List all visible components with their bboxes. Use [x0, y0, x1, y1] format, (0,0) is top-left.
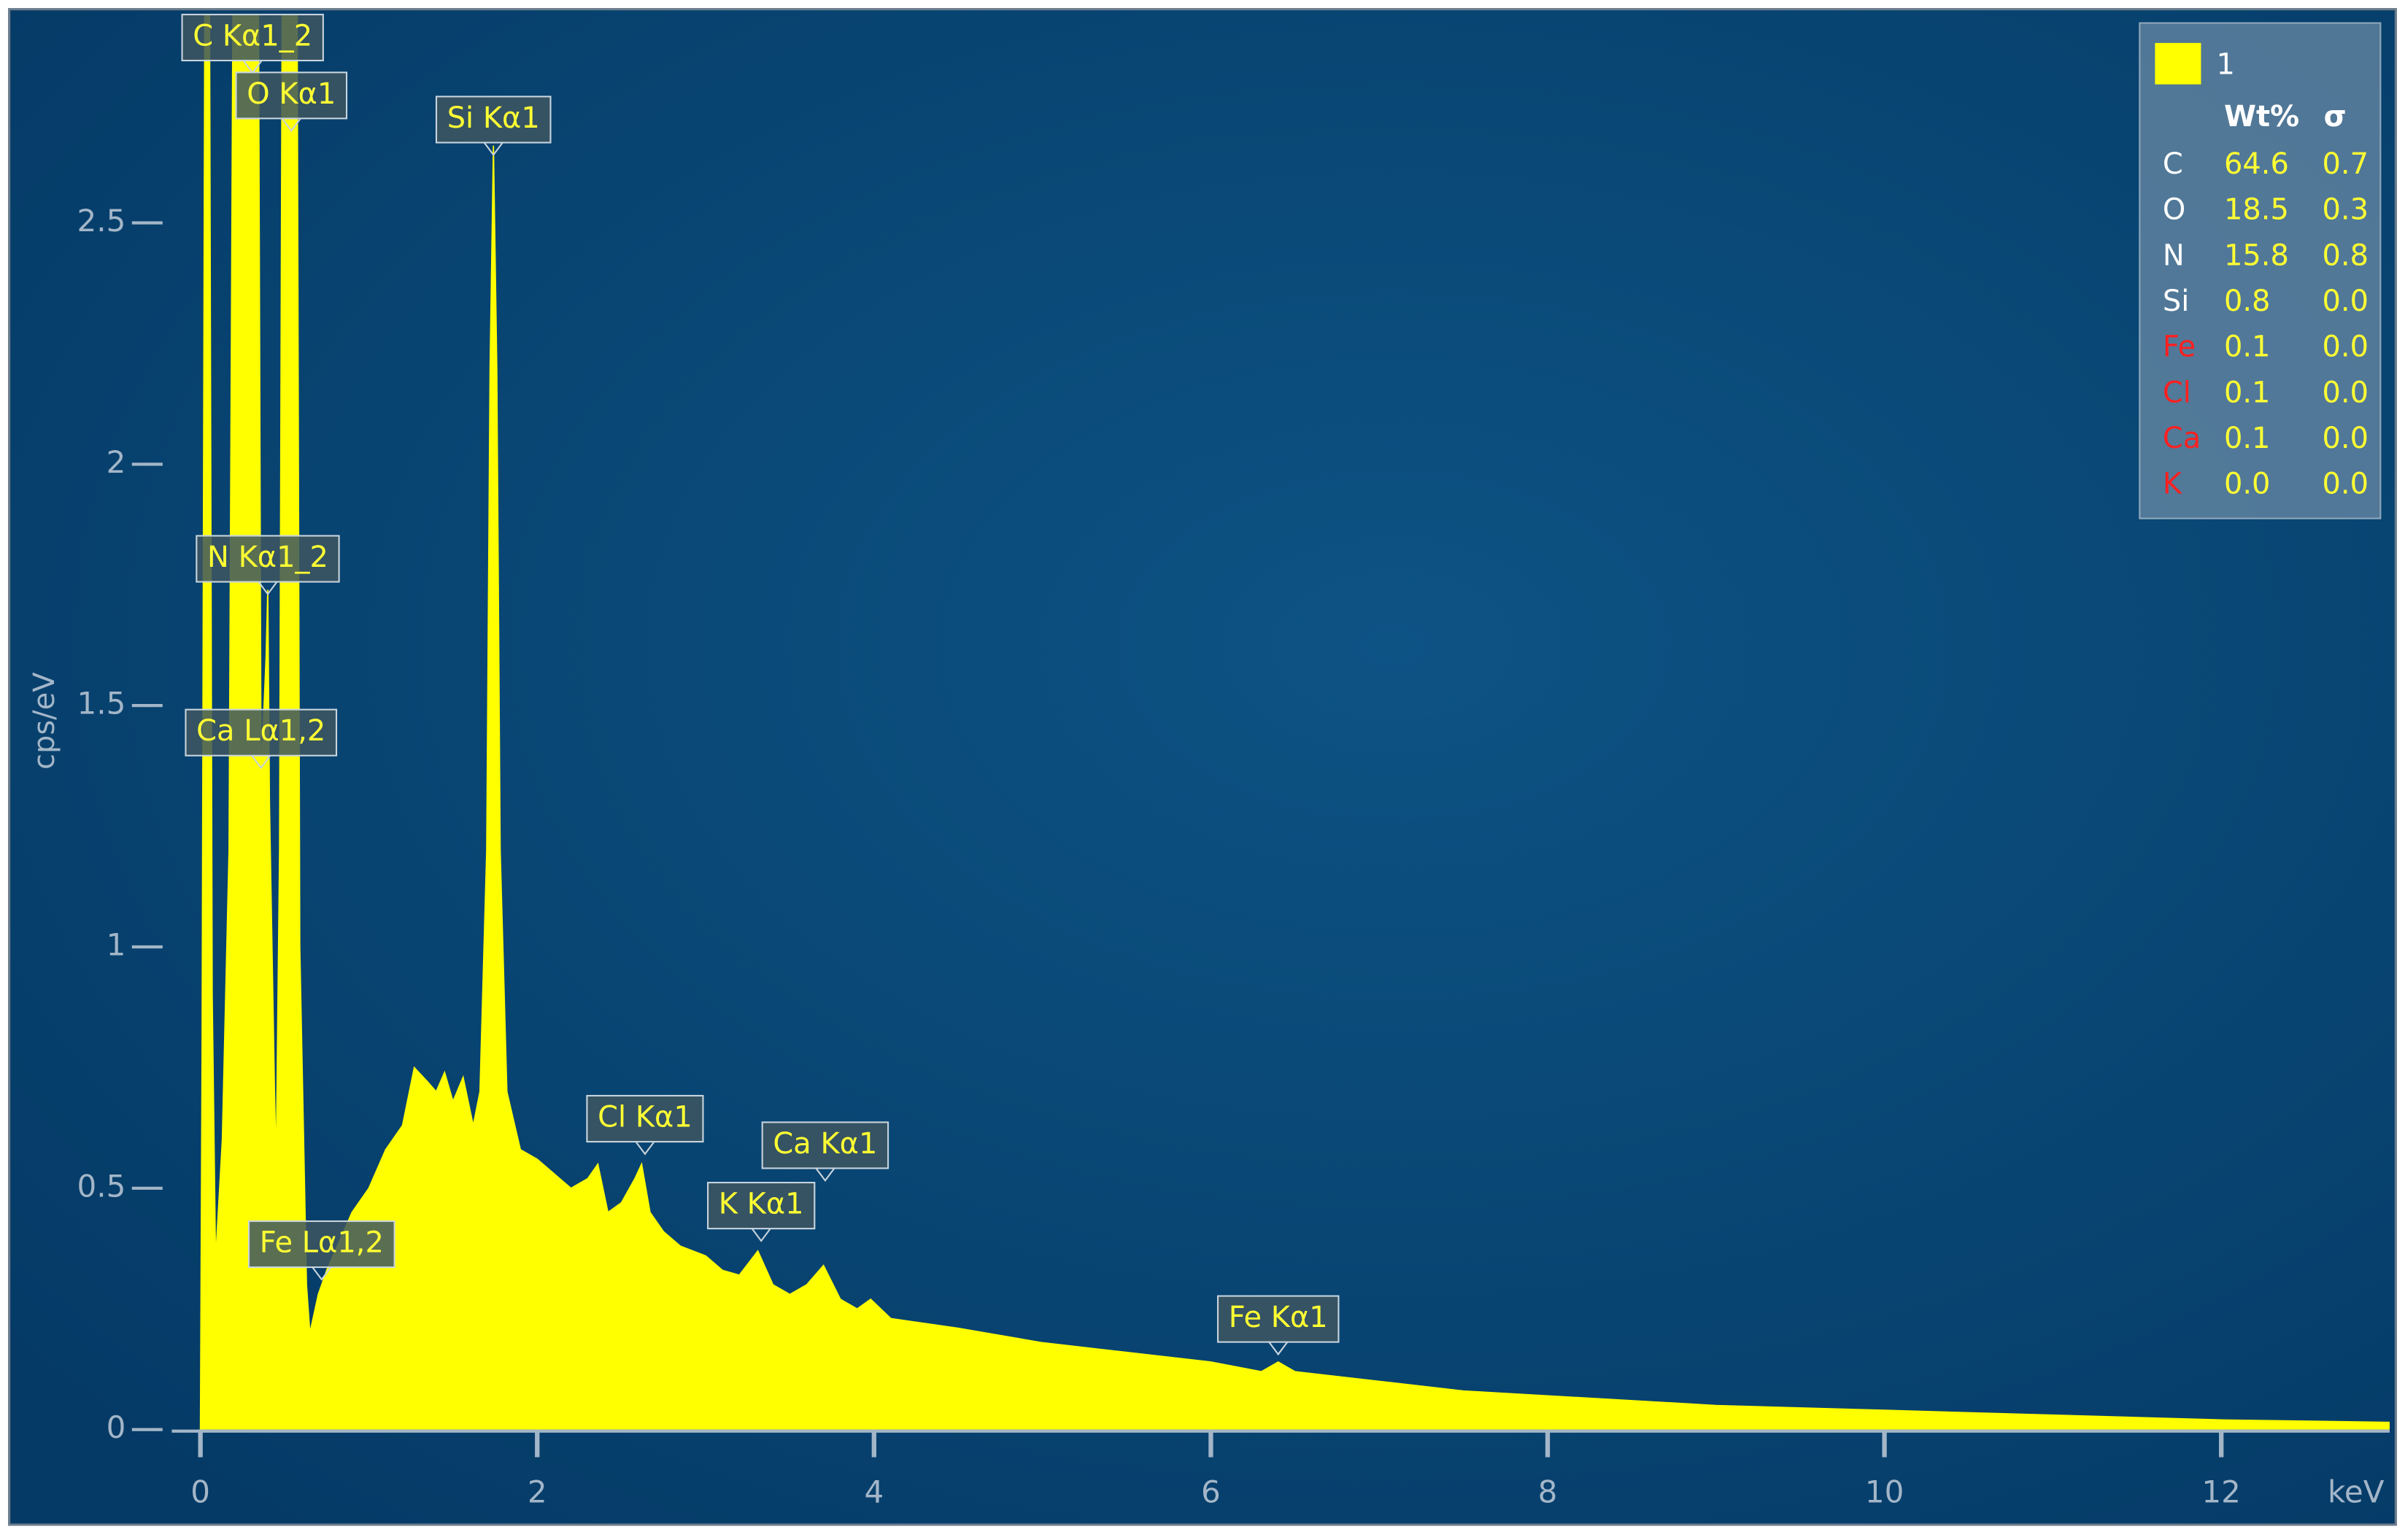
x-tick-label: 4 — [864, 1474, 884, 1509]
peak-label-text: K Kα1 — [719, 1188, 804, 1221]
element-name: K — [2163, 468, 2183, 501]
axes: 0 0.5 1 1.5 2 2.5 0 2 4 6 8 10 12 keV cps/eV — [28, 203, 2390, 1509]
peak-label: C Kα1_2 — [181, 13, 324, 74]
element-name: Cl — [2163, 376, 2191, 409]
peak-label-text: Si Kα1 — [447, 101, 540, 135]
element-name: C — [2163, 147, 2183, 181]
sigma: 0.0 — [2322, 285, 2369, 318]
weight-percent: 64.6 — [2224, 147, 2289, 181]
y-tick-label: 2.5 — [77, 203, 126, 239]
y-axis-label: cps/eV — [28, 672, 61, 769]
y-tick-label: 0 — [107, 1409, 126, 1445]
peak-label: Cl Kα1 — [586, 1094, 704, 1156]
peak-label-pointer — [483, 142, 503, 157]
peak-label: K Kα1 — [707, 1182, 816, 1242]
legend-label: 1 — [2216, 47, 2234, 81]
peak-label-box — [248, 1220, 395, 1269]
peak-label-pointer — [281, 117, 301, 132]
element-name: Si — [2163, 285, 2189, 318]
peak-label-text: Ca Kα1 — [773, 1127, 877, 1161]
x-tick-label: 2 — [528, 1474, 547, 1509]
peak-label-pointer — [751, 1228, 771, 1242]
x-tick-label: 10 — [1865, 1474, 1904, 1509]
peak-label-text: O Kα1 — [247, 77, 336, 111]
weight-percent: 18.5 — [2224, 193, 2289, 227]
sigma: 0.0 — [2322, 376, 2369, 409]
element-name: Ca — [2163, 422, 2201, 455]
peak-label-text: C Kα1_2 — [193, 19, 312, 53]
peak-label: Fe Kα1 — [1216, 1295, 1340, 1356]
peak-label-box — [196, 535, 340, 583]
peak-label-pointer — [258, 581, 278, 596]
x-tick-label: 8 — [1538, 1474, 1558, 1509]
y-tick-label: 1.5 — [77, 686, 126, 721]
y-tick-label: 0.5 — [77, 1168, 126, 1204]
weight-percent: 15.8 — [2224, 239, 2289, 272]
element-name: O — [2163, 193, 2185, 227]
weight-percent: 0.1 — [2224, 376, 2271, 409]
peak-label-pointer — [1268, 1341, 1289, 1356]
peak-label-box — [1216, 1295, 1340, 1343]
peak-labels: C Kα1_2 O Kα1 Si Kα1 N Kα1_2 Ca Lα1,2 Fe Lα1,… — [181, 13, 1340, 1356]
y-tick-label: 1 — [107, 926, 126, 962]
x-tick-label: 6 — [1201, 1474, 1221, 1509]
results-header: Wt% — [2224, 100, 2299, 134]
peak-label-box — [435, 96, 552, 144]
results-header: σ — [2324, 100, 2347, 134]
peak-label-text: Fe Kα1 — [1229, 1301, 1328, 1334]
peak-label-pointer — [815, 1167, 835, 1183]
peak-label-text: N Kα1_2 — [207, 541, 328, 574]
weight-percent: 0.0 — [2224, 468, 2271, 501]
sigma: 0.0 — [2322, 422, 2369, 455]
weight-percent: 0.8 — [2224, 285, 2271, 318]
results-box — [2139, 22, 2382, 519]
peak-label-pointer — [251, 755, 271, 770]
peak-label: Ca Kα1 — [761, 1121, 889, 1183]
plot-area — [199, 15, 2390, 1430]
element-name: Fe — [2163, 330, 2196, 364]
element-name: N — [2163, 239, 2185, 272]
peak-label-box — [707, 1182, 816, 1230]
peak-label-text: Fe Lα1,2 — [260, 1226, 384, 1260]
legend-swatch — [2155, 42, 2201, 85]
weight-percent: 0.1 — [2224, 330, 2271, 364]
peak-label: Si Kα1 — [435, 96, 552, 157]
y-tick-label: 2 — [107, 444, 126, 480]
peak-label-text: Ca Lα1,2 — [196, 714, 325, 748]
peak-label-box — [185, 708, 338, 757]
sigma: 0.8 — [2322, 239, 2369, 272]
results-panel: 1 Wt% σ C 64.6 0.7 O 18.5 0.3 N 15.8 0.8 Si 0.8 0.0 Fe 0… — [2139, 22, 2382, 519]
peak-label-pointer — [312, 1266, 332, 1281]
peak-label-text: Cl Kα1 — [598, 1101, 692, 1134]
peak-label-box — [181, 13, 324, 62]
peak-label-box — [761, 1121, 889, 1169]
x-axis-label: keV — [2328, 1474, 2385, 1509]
x-tick-label: 12 — [2201, 1474, 2240, 1509]
spectrum-area — [199, 15, 2390, 1430]
peak-label: N Kα1_2 — [196, 535, 340, 596]
sigma: 0.3 — [2322, 193, 2369, 227]
peak-label-pointer — [635, 1141, 655, 1156]
sigma: 0.0 — [2322, 468, 2369, 501]
peak-label: Ca Lα1,2 — [185, 708, 338, 770]
peak-label-box — [235, 71, 348, 120]
peak-label: Fe Lα1,2 — [248, 1220, 395, 1281]
x-tick-label: 0 — [190, 1474, 210, 1509]
sigma: 0.0 — [2322, 330, 2369, 364]
weight-percent: 0.1 — [2224, 422, 2271, 455]
sigma: 0.7 — [2322, 147, 2369, 181]
peak-label-box — [586, 1094, 704, 1143]
peak-label: O Kα1 — [235, 71, 348, 132]
